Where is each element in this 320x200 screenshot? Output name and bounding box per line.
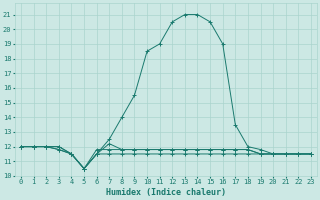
- X-axis label: Humidex (Indice chaleur): Humidex (Indice chaleur): [106, 188, 226, 197]
